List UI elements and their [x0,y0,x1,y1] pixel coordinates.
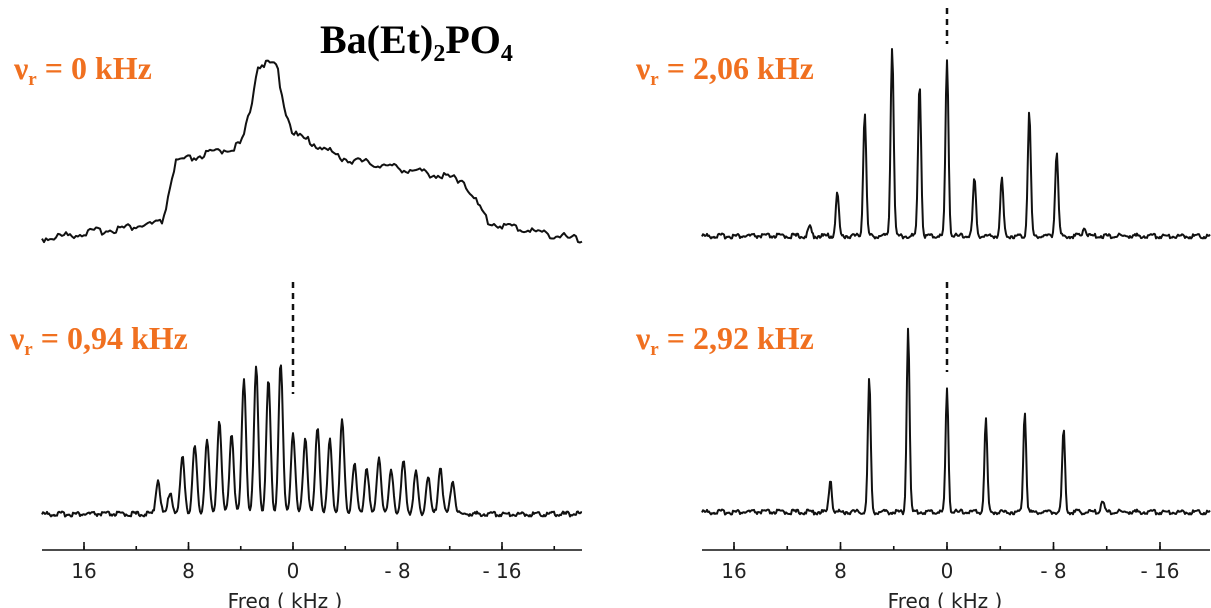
bottom-right-tick-label: - 16 [1140,559,1179,583]
trace-spinning-0-94khz [41,364,583,518]
bottom-left-tick-label: 8 [182,559,195,583]
trace-spinning-2-06khz [701,48,1211,240]
bottom-right-tick-label: 0 [941,559,954,583]
bottom-left-tick-label: 0 [287,559,300,583]
bottom-left-tick-label: 16 [71,559,96,583]
bottom-right-axis-title: Freq ( kHz ) [888,589,1003,608]
bottom-left-tick-label: - 8 [384,559,410,583]
label-spin-rate-2-92: νr = 2,92 kHz [636,320,814,360]
label-spin-rate-2-06: νr = 2,06 kHz [636,50,814,90]
label-spin-rate-0: νr = 0 kHz [14,50,152,90]
chart-title: Ba(Et)2PO4 [320,17,513,67]
label-spin-rate-0-94: νr = 0,94 kHz [10,320,188,360]
bottom-left-axis-title: Freq ( kHz ) [228,589,343,608]
bottom-left-tick-label: - 16 [482,559,521,583]
bottom-right-tick-label: 16 [721,559,746,583]
bottom-right-tick-label: - 8 [1040,559,1066,583]
trace-static-0khz [41,59,583,244]
bottom-right-tick-label: 8 [834,559,847,583]
trace-spinning-2-92khz [701,327,1211,516]
